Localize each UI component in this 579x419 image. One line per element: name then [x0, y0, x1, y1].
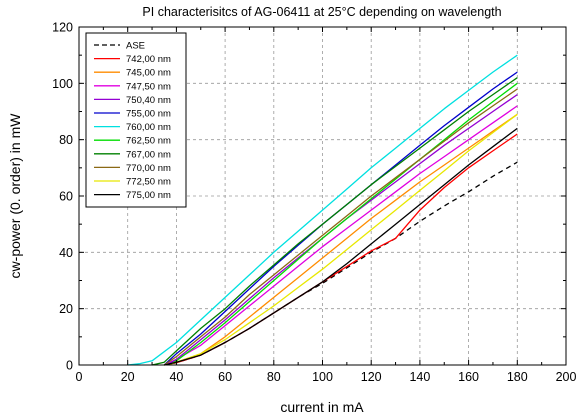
legend: ASE 742,00 nm 745,00 nm 747,50 nm 750,40 nm 7… — [85, 32, 187, 208]
series-line — [166, 113, 518, 366]
series-line — [163, 71, 518, 366]
legend-label: 742,00 nm — [126, 54, 171, 65]
y-tick-label: 100 — [52, 77, 73, 91]
series-line — [151, 77, 518, 366]
series-line — [164, 113, 518, 366]
legend-label: 760,00 nm — [126, 122, 171, 133]
legend-label: ASE — [126, 41, 145, 52]
legend-label: 767,00 nm — [126, 149, 171, 160]
series-line — [166, 94, 518, 366]
y-tick-label: 60 — [59, 190, 73, 204]
series-line — [164, 161, 518, 366]
x-tick-label: 60 — [218, 370, 232, 384]
y-tick-label: 40 — [59, 246, 73, 260]
series-line — [127, 54, 518, 366]
y-tick-label: 80 — [59, 133, 73, 147]
x-tick-label: 20 — [121, 370, 135, 384]
x-tick-label: 140 — [409, 370, 430, 384]
axis-ticks: 0 20 40 60 80 100 120 140 160 180 200 0 20 40 60 80 100 1… — [52, 21, 576, 385]
legend-label: 770,00 nm — [126, 163, 171, 174]
x-tick-label: 40 — [169, 370, 183, 384]
y-axis-label: cw-power (0. order) in mW — [7, 113, 23, 279]
y-tick-label: 20 — [59, 302, 73, 316]
x-tick-label: 160 — [458, 370, 479, 384]
legend-box — [85, 32, 187, 208]
y-tick-label: 120 — [52, 21, 73, 35]
x-tick-label: 180 — [507, 370, 528, 384]
x-tick-label: 200 — [556, 370, 577, 384]
legend-label: 750,40 nm — [126, 95, 171, 106]
series-line — [168, 82, 518, 366]
legend-label: 755,00 nm — [126, 109, 171, 120]
x-axis-label: current in mA — [280, 399, 364, 415]
legend-label: 762,50 nm — [126, 136, 171, 147]
x-tick-label: 100 — [312, 370, 333, 384]
y-tick-label: 0 — [66, 359, 73, 373]
chart-title: PI characterisitcs of AG-06411 at 25°C d… — [142, 5, 501, 19]
x-tick-label: 80 — [267, 370, 281, 384]
legend-label: 775,00 nm — [126, 190, 171, 201]
series-line — [163, 105, 518, 366]
x-tick-label: 120 — [361, 370, 382, 384]
x-tick-label: 0 — [76, 370, 83, 384]
legend-label: 747,50 nm — [126, 81, 171, 92]
legend-label: 745,00 nm — [126, 68, 171, 79]
series-lines — [127, 54, 518, 366]
legend-label: 772,50 nm — [126, 177, 171, 188]
series-line — [164, 127, 518, 366]
series-line — [163, 88, 518, 366]
